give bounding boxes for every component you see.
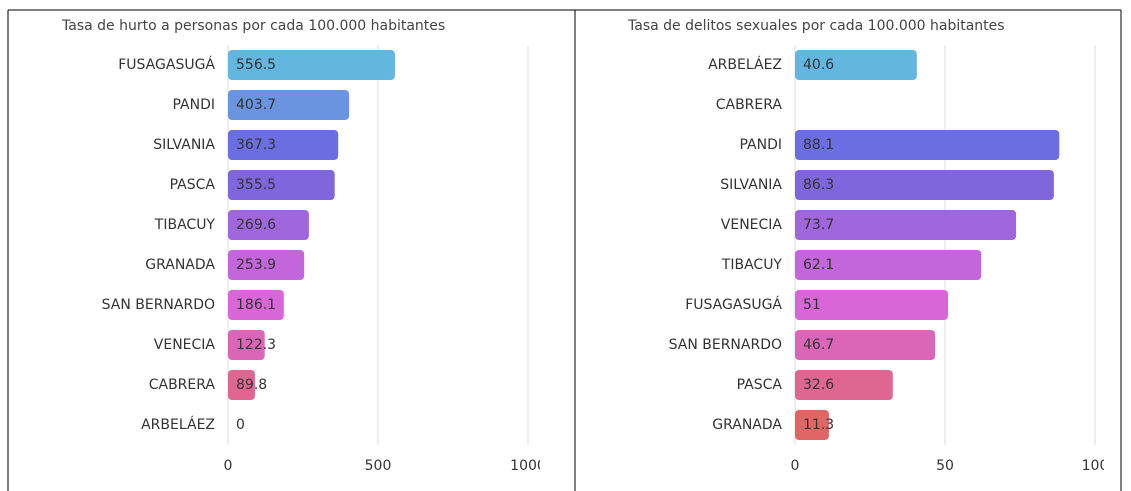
y-tick-label: FUSAGASUGÁ (685, 296, 782, 313)
bar (228, 170, 335, 200)
bar (228, 250, 305, 280)
bar (795, 410, 829, 440)
value-label: 403.7 (236, 97, 276, 113)
x-tick-label: 0 (224, 458, 233, 474)
bar (795, 50, 917, 80)
bar (795, 170, 1054, 200)
y-tick-label: SAN BERNARDO (102, 297, 215, 313)
value-label: 62.1 (803, 257, 834, 273)
x-tick-label: 0 (791, 458, 800, 474)
value-label: 11.3 (803, 417, 834, 433)
y-tick-label: VENECIA (154, 337, 216, 353)
y-tick-label: TIBACUY (154, 217, 216, 233)
value-label: 51 (803, 297, 821, 313)
y-tick-label: GRANADA (145, 257, 215, 273)
bar (795, 210, 1017, 240)
y-tick-label: FUSAGASUGÁ (118, 56, 215, 73)
value-label: 32.6 (803, 377, 834, 393)
bar (795, 290, 948, 320)
value-label: 88.1 (803, 137, 834, 153)
y-tick-label: ARBELÁEZ (141, 416, 215, 433)
bar (228, 330, 265, 360)
bar (228, 130, 339, 160)
y-tick-label: PASCA (737, 377, 783, 393)
value-label: 253.9 (236, 257, 276, 273)
x-tick-label: 1000 (510, 458, 546, 474)
value-label: 556.5 (236, 57, 276, 73)
y-tick-label: SILVANIA (153, 137, 215, 153)
chart-title: Tasa de hurto a personas por cada 100.00… (61, 18, 445, 34)
bar (228, 50, 395, 80)
value-label: 40.6 (803, 57, 834, 73)
value-label: 0 (236, 417, 245, 433)
value-label: 73.7 (803, 217, 834, 233)
y-tick-label: PANDI (739, 137, 782, 153)
bar (228, 370, 255, 400)
x-tick-label: 500 (365, 458, 392, 474)
x-tick-label: 50 (936, 458, 954, 474)
y-tick-label: CABRERA (149, 377, 216, 393)
value-label: 89.8 (236, 377, 267, 393)
bar (795, 250, 982, 280)
y-tick-label: TIBACUY (721, 257, 783, 273)
chart-left: Tasa de hurto a personas por cada 100.00… (61, 18, 546, 474)
value-label: 86.3 (803, 177, 834, 193)
y-tick-label: PANDI (172, 97, 215, 113)
bar (228, 290, 284, 320)
value-label: 269.6 (236, 217, 276, 233)
value-label: 186.1 (236, 297, 276, 313)
value-label: 355.5 (236, 177, 276, 193)
y-tick-label: GRANADA (712, 417, 782, 433)
value-label: 122.3 (236, 337, 276, 353)
y-tick-label: PASCA (170, 177, 216, 193)
bar (228, 210, 309, 240)
chart-title: Tasa de delitos sexuales por cada 100.00… (627, 18, 1005, 34)
chart-right: Tasa de delitos sexuales por cada 100.00… (627, 18, 1109, 474)
y-tick-label: CABRERA (716, 97, 783, 113)
y-tick-label: SILVANIA (720, 177, 782, 193)
y-tick-label: SAN BERNARDO (669, 337, 782, 353)
bar (795, 130, 1060, 160)
value-label: 367.3 (236, 137, 276, 153)
y-tick-label: ARBELÁEZ (708, 56, 782, 73)
value-label: 46.7 (803, 337, 834, 353)
bar (228, 90, 350, 120)
x-tick-label: 100 (1082, 458, 1109, 474)
bar (795, 370, 893, 400)
bar (795, 330, 936, 360)
y-tick-label: VENECIA (721, 217, 783, 233)
